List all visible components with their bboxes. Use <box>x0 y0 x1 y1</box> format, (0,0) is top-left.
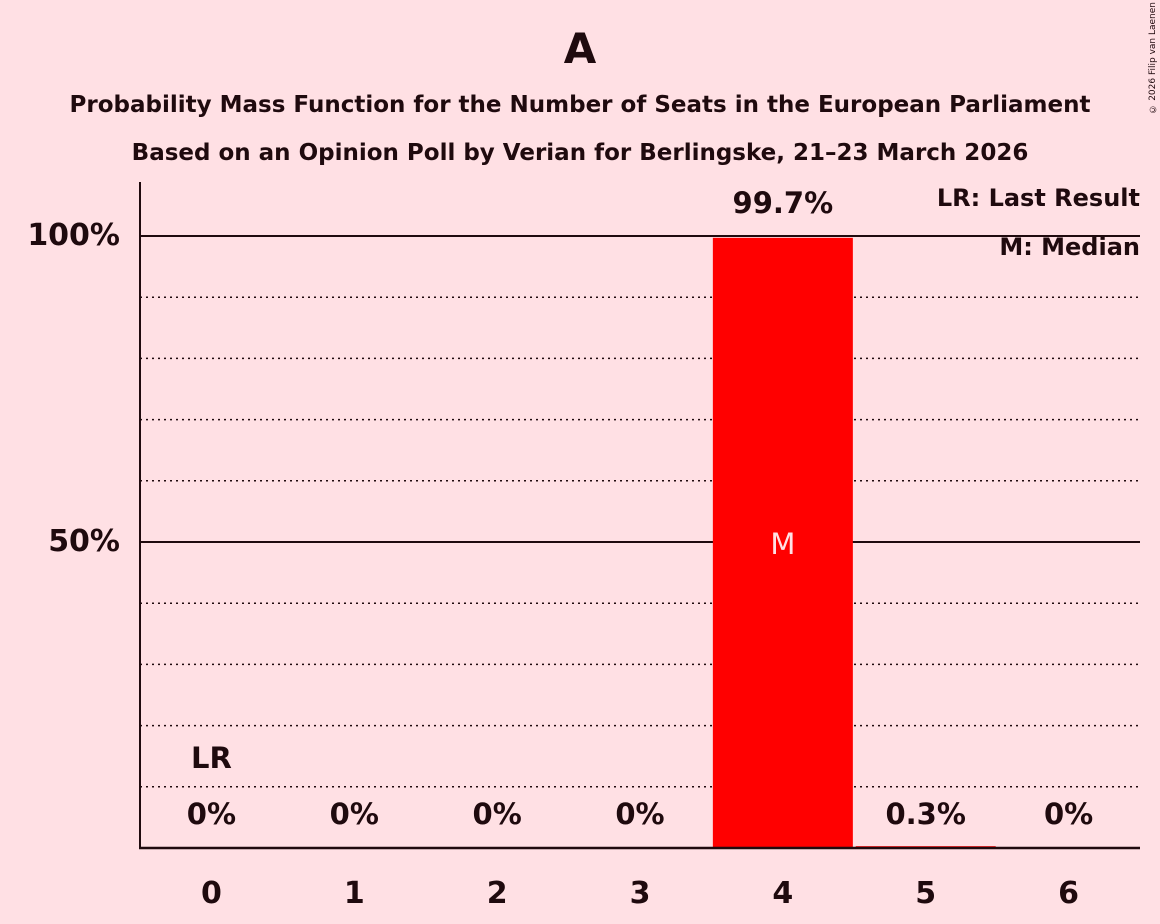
value-label-2: 0% <box>472 797 522 831</box>
x-tick-4: 4 <box>772 876 794 911</box>
legend-last-result: LR: Last Result <box>936 184 1140 212</box>
legend-median: M: Median <box>999 233 1140 261</box>
y-tick-50: 50% <box>48 524 120 559</box>
median-marker: M <box>770 527 796 561</box>
value-label-6: 0% <box>1043 797 1094 831</box>
chart-source: Based on an Opinion Poll by Verian for B… <box>131 140 1029 166</box>
value-label-3: 0% <box>615 797 665 831</box>
value-label-5: 0.3% <box>885 797 966 831</box>
bar-4 <box>712 237 853 848</box>
x-tick-0: 0 <box>200 876 222 911</box>
y-tick-100: 100% <box>27 218 120 253</box>
x-tick-3: 3 <box>629 876 651 911</box>
x-tick-1: 1 <box>343 876 365 911</box>
x-tick-2: 2 <box>486 876 508 911</box>
gridlines <box>140 235 1140 788</box>
bars <box>712 237 996 848</box>
chart-subtitle: Probability Mass Function for the Number… <box>69 92 1091 118</box>
x-tick-6: 6 <box>1058 876 1079 911</box>
value-label-0: 0% <box>186 797 237 831</box>
last-result-marker: LR <box>191 741 232 775</box>
value-label-4: 99.7% <box>732 185 834 220</box>
x-tick-5: 5 <box>915 876 937 911</box>
value-label-1: 0% <box>329 797 379 831</box>
chart-title: A <box>563 24 597 73</box>
